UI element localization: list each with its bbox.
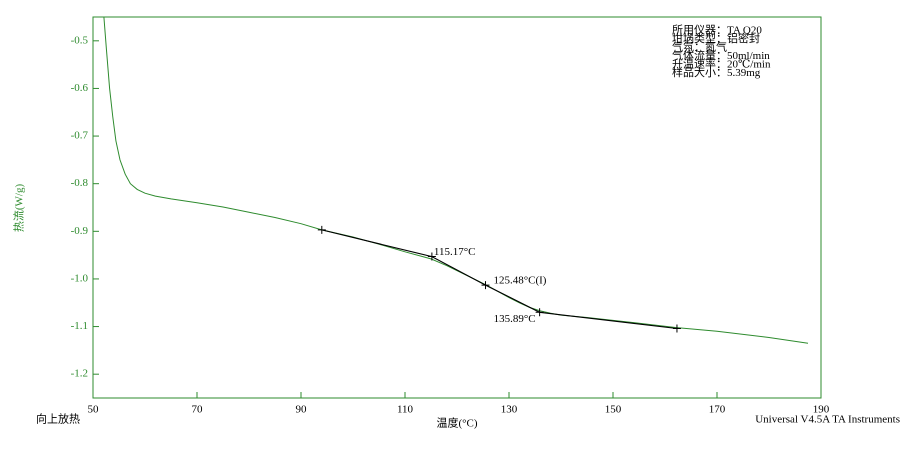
point-marker [672, 324, 681, 333]
annotation: 135.89°C [494, 313, 536, 325]
y-tick-label: -0.9 [71, 225, 89, 237]
info-line: 气体流量：50ml/min [672, 48, 770, 62]
x-tick-label: 90 [296, 404, 308, 416]
y-tick-label: -0.8 [71, 177, 89, 189]
plot-frame [92, 16, 822, 399]
y-tick-label: -1.1 [71, 320, 88, 332]
info-line: 升温速率：20℃/min [672, 57, 771, 71]
x-tick-label: 70 [192, 404, 204, 416]
info-line: 所用仪器：TA Q20 [672, 24, 762, 37]
y-tick-label: -0.7 [71, 130, 89, 142]
y-tick-label: -0.5 [71, 34, 89, 46]
info-line: 坩埚类型：铝密封 [672, 31, 760, 45]
x-axis-label: 温度(°C) [436, 416, 477, 430]
point-marker [427, 252, 436, 261]
annotation: 115.17°C [434, 246, 476, 258]
x-tick-label: 190 [813, 404, 830, 416]
point-marker [317, 225, 326, 234]
point-marker [535, 308, 544, 317]
y-axis-label: 热流(W/g) [12, 184, 26, 233]
y-tick-label: -1.2 [71, 368, 88, 380]
corner-right: Universal V4.5A TA Instruments [755, 414, 900, 426]
x-tick-label: 50 [88, 404, 100, 416]
x-tick-label: 110 [397, 404, 414, 416]
x-tick-label: 130 [501, 404, 518, 416]
info-line: 气氛：氮气 [672, 40, 727, 54]
annotation: 125.48°C(I) [493, 275, 546, 287]
x-tick-label: 170 [709, 404, 726, 416]
y-tick-label: -1.0 [71, 272, 89, 284]
x-tick-label: 150 [605, 404, 622, 416]
point-marker [481, 281, 490, 290]
info-line: 样品大小：5.39mg [672, 65, 761, 79]
y-tick-label: -0.6 [71, 82, 89, 94]
corner-left: 向上放热 [36, 412, 80, 426]
